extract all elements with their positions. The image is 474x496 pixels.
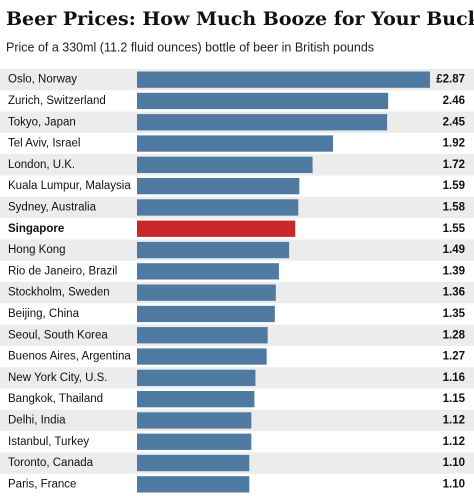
value-label: 1.36 [443, 287, 465, 299]
bar [137, 433, 252, 450]
category-label: Istanbul, Turkey [8, 436, 89, 448]
value-label: 1.55 [443, 223, 466, 235]
category-label: Paris, France [8, 478, 76, 490]
bar [137, 454, 250, 472]
bar [137, 220, 296, 237]
value-label: 1.39 [443, 265, 465, 277]
value-label: 2.46 [443, 95, 465, 107]
category-label: Delhi, India [8, 414, 66, 426]
bar [137, 476, 250, 493]
category-label: Singapore [8, 223, 64, 235]
bar [137, 305, 275, 323]
bar [137, 135, 334, 152]
value-label: 1.35 [443, 308, 466, 320]
category-label: Stockholm, Sweden [8, 287, 110, 299]
category-label: Kuala Lumpur, Malaysia [8, 180, 131, 192]
category-label: Sydney, Australia [8, 201, 97, 213]
bar [137, 92, 389, 110]
bar [137, 348, 267, 365]
category-label: Toronto, Canada [8, 457, 94, 469]
category-label: Bangkok, Thailand [8, 393, 103, 405]
category-label: Zurich, Switzerland [8, 95, 106, 107]
value-label: 2.45 [443, 116, 466, 128]
category-label: Beijing, China [8, 308, 80, 320]
category-label: Tokyo, Japan [8, 116, 76, 128]
value-label: 1.12 [443, 414, 465, 426]
value-label: 1.92 [443, 138, 465, 150]
value-label: 1.10 [443, 457, 465, 469]
value-label: 1.28 [443, 329, 466, 341]
bar [137, 284, 276, 301]
bar [137, 263, 279, 280]
bar [137, 178, 300, 195]
category-label: New York City, U.S. [8, 372, 108, 384]
bar [137, 71, 430, 88]
value-label: 1.15 [443, 393, 466, 405]
bar [137, 412, 252, 429]
category-label: Buenos Aires, Argentina [8, 351, 131, 363]
bar [137, 199, 299, 216]
value-label: 1.72 [443, 159, 465, 171]
bar [137, 369, 256, 386]
category-label: Tel Aviv, Israel [8, 138, 80, 150]
value-label: 1.16 [443, 372, 465, 384]
bar [137, 391, 255, 408]
bar [137, 156, 313, 173]
value-label: 1.12 [443, 436, 465, 448]
category-label: Oslo, Norway [8, 74, 77, 86]
category-label: Seoul, South Korea [8, 329, 108, 341]
value-label: 1.27 [443, 351, 465, 363]
value-label: 1.49 [443, 244, 465, 256]
value-label: 1.58 [443, 201, 466, 213]
category-label: Rio de Janeiro, Brazil [8, 265, 117, 277]
chart-title: Beer Prices: How Much Booze for Your Buc… [6, 8, 474, 30]
category-label: London, U.K. [8, 159, 75, 171]
bar [137, 114, 388, 131]
chart-subtitle: Price of a 330ml (11.2 fluid ounces) bot… [6, 40, 374, 54]
bar [137, 327, 268, 344]
bar [137, 241, 290, 259]
value-label: 1.59 [443, 180, 465, 192]
category-label: Hong Kong [8, 244, 66, 256]
value-label: £2.87 [436, 74, 465, 86]
value-label: 1.10 [443, 478, 465, 490]
